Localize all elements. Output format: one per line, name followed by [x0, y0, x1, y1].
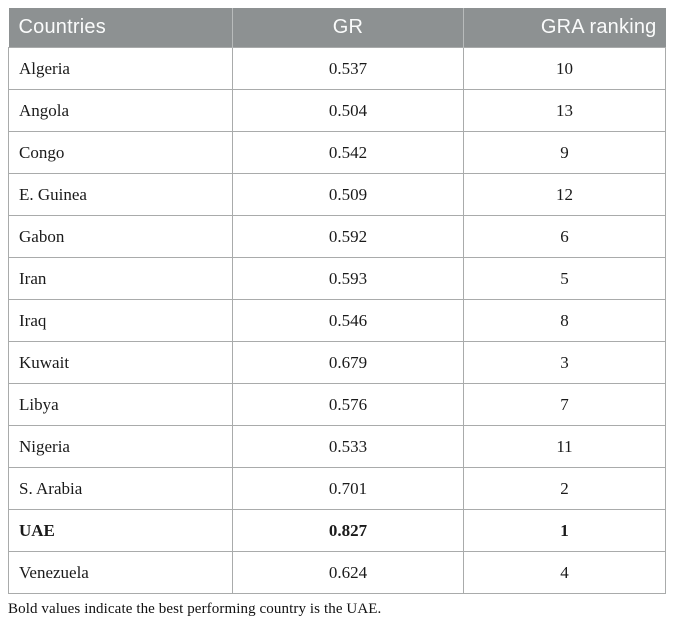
table-row: Venezuela 0.624 4 — [8, 551, 666, 594]
table-row: Iraq 0.546 8 — [8, 299, 666, 342]
country-ranking-table: Countries GR GRA ranking Algeria 0.537 10 A… — [8, 8, 666, 594]
country-cell: Libya — [8, 383, 233, 426]
column-header-countries: Countries — [8, 8, 233, 48]
table-row: Kuwait 0.679 3 — [8, 341, 666, 384]
gr-value-cell: 0.537 — [232, 47, 464, 90]
country-cell: Angola — [8, 89, 233, 132]
table-row: Libya 0.576 7 — [8, 383, 666, 426]
gra-ranking-cell: 6 — [463, 215, 666, 258]
gra-ranking-cell: 4 — [463, 551, 666, 594]
table-row: Nigeria 0.533 11 — [8, 425, 666, 468]
table-row: Gabon 0.592 6 — [8, 215, 666, 258]
gr-value-cell: 0.827 — [232, 509, 464, 552]
gr-value-cell: 0.593 — [232, 257, 464, 300]
country-cell: S. Arabia — [8, 467, 233, 510]
country-cell: Congo — [8, 131, 233, 174]
gra-ranking-cell: 13 — [463, 89, 666, 132]
country-cell: Gabon — [8, 215, 233, 258]
country-cell: E. Guinea — [8, 173, 233, 216]
table-row: Congo 0.542 9 — [8, 131, 666, 174]
gra-ranking-cell: 3 — [463, 341, 666, 384]
country-cell: Algeria — [8, 47, 233, 90]
gra-ranking-cell: 2 — [463, 467, 666, 510]
gra-ranking-cell: 1 — [463, 509, 666, 552]
gra-ranking-cell: 10 — [463, 47, 666, 90]
header-row: Countries GR GRA ranking — [8, 8, 666, 48]
gra-ranking-cell: 11 — [463, 425, 666, 468]
country-cell: Iran — [8, 257, 233, 300]
gra-ranking-cell: 5 — [463, 257, 666, 300]
table-footnote: Bold values indicate the best performing… — [8, 601, 382, 617]
gr-value-cell: 0.509 — [232, 173, 464, 216]
gr-value-cell: 0.542 — [232, 131, 464, 174]
table-row: E. Guinea 0.509 12 — [8, 173, 666, 216]
table-row: Algeria 0.537 10 — [8, 47, 666, 90]
column-header-gr: GR — [232, 8, 464, 48]
column-header-gra-ranking: GRA ranking — [463, 8, 666, 48]
country-cell: Nigeria — [8, 425, 233, 468]
table-body: Algeria 0.537 10 Angola 0.504 13 Congo 0.542 9 E.… — [8, 47, 666, 594]
gra-ranking-cell: 12 — [463, 173, 666, 216]
gr-value-cell: 0.701 — [232, 467, 464, 510]
table-header: Countries GR GRA ranking — [8, 8, 666, 48]
gra-ranking-cell: 8 — [463, 299, 666, 342]
table-row: UAE 0.827 1 — [8, 509, 666, 552]
gr-value-cell: 0.533 — [232, 425, 464, 468]
gra-ranking-cell: 7 — [463, 383, 666, 426]
table-row: Angola 0.504 13 — [8, 89, 666, 132]
gr-value-cell: 0.624 — [232, 551, 464, 594]
gr-value-cell: 0.546 — [232, 299, 464, 342]
country-cell: Venezuela — [8, 551, 233, 594]
gr-value-cell: 0.576 — [232, 383, 464, 426]
table-row: S. Arabia 0.701 2 — [8, 467, 666, 510]
gr-value-cell: 0.592 — [232, 215, 464, 258]
gra-ranking-cell: 9 — [463, 131, 666, 174]
country-cell: UAE — [8, 509, 233, 552]
country-cell: Iraq — [8, 299, 233, 342]
gr-value-cell: 0.679 — [232, 341, 464, 384]
country-cell: Kuwait — [8, 341, 233, 384]
table-row: Iran 0.593 5 — [8, 257, 666, 300]
gr-value-cell: 0.504 — [232, 89, 464, 132]
